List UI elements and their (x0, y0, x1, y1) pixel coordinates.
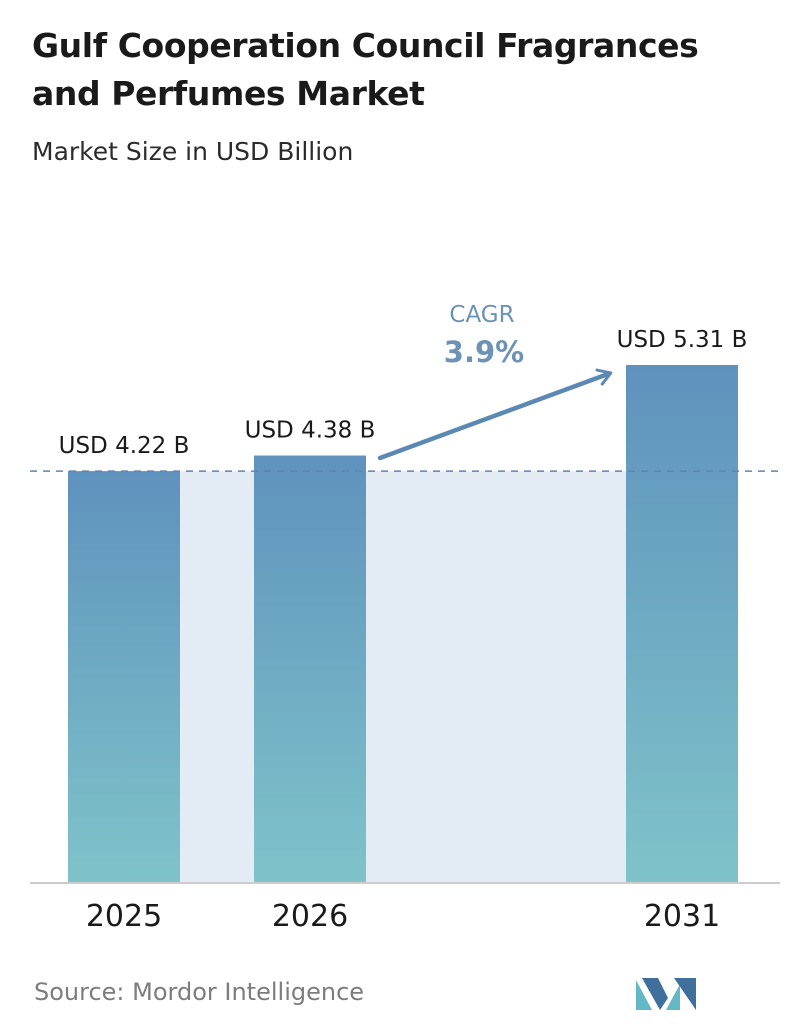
value-label-2025: USD 4.22 B (59, 433, 190, 459)
cagr-label: CAGR (449, 302, 514, 328)
band-1 (366, 471, 626, 882)
cagr-arrow (377, 368, 613, 461)
x-tick-label-2025: 2025 (86, 899, 162, 934)
chart-subtitle: Market Size in USD Billion (32, 137, 354, 166)
cagr-value: 3.9% (444, 335, 524, 369)
mordor-logo-icon (636, 978, 696, 1010)
bar-2025 (68, 471, 180, 882)
bar-2031 (626, 364, 738, 882)
bar-chart: USD 4.22 B USD 4.38 B USD 5.31 B 2025 2026 2… (30, 302, 780, 934)
x-tick-label-2031: 2031 (644, 899, 720, 934)
value-label-2031: USD 5.31 B (617, 327, 748, 353)
x-tick-label-2026: 2026 (272, 899, 348, 934)
bar-2026 (254, 455, 366, 882)
band-0 (180, 471, 254, 882)
source-note: Source: Mordor Intelligence (34, 978, 365, 1006)
value-label-2026: USD 4.38 B (245, 418, 376, 444)
background-bands (180, 471, 626, 882)
chart-title: Gulf Cooperation Council Fragrances and … (32, 26, 699, 113)
